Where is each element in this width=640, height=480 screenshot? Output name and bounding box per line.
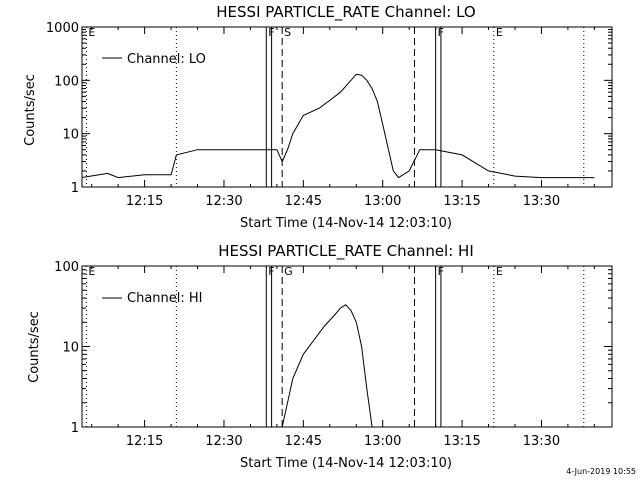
marker-label: E: [88, 26, 95, 39]
legend-label: Channel: LO: [127, 52, 206, 67]
y-tick-label: 100: [54, 74, 79, 89]
series-line: [82, 73, 595, 179]
x-tick-label: 13:15: [443, 434, 480, 449]
x-tick-label: 12:45: [285, 434, 322, 449]
series-line: [281, 304, 373, 427]
y-tick-label: 100: [54, 260, 79, 275]
y-axis-label: Counts/sec: [27, 311, 42, 383]
marker-label: E: [496, 26, 503, 39]
x-tick-label: 12:30: [205, 434, 242, 449]
x-tick-label: 12:45: [285, 194, 322, 209]
footer-timestamp: 4-Jun-2019 10:55: [566, 467, 636, 476]
x-tick-label: 12:15: [126, 434, 163, 449]
y-tick-label: 10: [62, 341, 79, 356]
x-axis-label: Start Time (14-Nov-14 12:03:10): [240, 216, 452, 231]
legend-label: Channel: HI: [127, 291, 203, 306]
y-tick-label: 1000: [46, 21, 79, 36]
y-tick-label: 1: [71, 181, 79, 196]
x-tick-label: 13:30: [523, 194, 560, 209]
chart-panel-lo: HESSI PARTICLE_RATE Channel: LO Counts/s…: [23, 3, 613, 231]
chart-title: HESSI PARTICLE_RATE Channel: HI: [218, 242, 474, 261]
marker-label: E: [88, 265, 95, 278]
x-tick-label: 13:00: [364, 434, 401, 449]
y-tick-label: 1: [71, 421, 79, 436]
marker-label: G: [284, 265, 293, 278]
x-tick-label: 13:15: [443, 194, 480, 209]
y-axis-label: Counts/sec: [23, 74, 38, 146]
x-axis-label: Start Time (14-Nov-14 12:03:10): [240, 456, 452, 471]
x-tick-label: 12:15: [126, 194, 163, 209]
x-tick-label: 13:00: [364, 194, 401, 209]
marker-label: E: [496, 265, 503, 278]
marker-label: S: [284, 26, 291, 39]
legend: Channel: LO: [102, 52, 206, 67]
plot-frame: [81, 26, 613, 188]
legend: Channel: HI: [102, 291, 203, 306]
y-tick-label: 10: [62, 128, 79, 143]
x-tick-label: 13:30: [523, 434, 560, 449]
chart-panel-hi: HESSI PARTICLE_RATE Channel: HI Counts/s…: [27, 242, 613, 471]
chart-title: HESSI PARTICLE_RATE Channel: LO: [216, 3, 475, 22]
x-tick-label: 12:30: [205, 194, 242, 209]
